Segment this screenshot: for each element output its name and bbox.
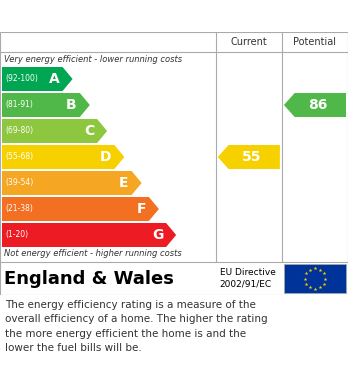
Text: G: G bbox=[152, 228, 163, 242]
Bar bbox=[284, 264, 346, 293]
Text: (69-80): (69-80) bbox=[5, 127, 33, 136]
Text: C: C bbox=[84, 124, 94, 138]
Text: (92-100): (92-100) bbox=[5, 75, 38, 84]
Text: A: A bbox=[49, 72, 60, 86]
Text: Energy Efficiency Rating: Energy Efficiency Rating bbox=[7, 9, 228, 23]
Polygon shape bbox=[2, 93, 90, 117]
Text: Very energy efficient - lower running costs: Very energy efficient - lower running co… bbox=[4, 54, 182, 63]
Text: Potential: Potential bbox=[293, 37, 337, 47]
Text: Current: Current bbox=[230, 37, 267, 47]
Text: 2002/91/EC: 2002/91/EC bbox=[220, 280, 272, 289]
Polygon shape bbox=[284, 93, 346, 117]
Text: D: D bbox=[100, 150, 111, 164]
Text: England & Wales: England & Wales bbox=[4, 269, 174, 287]
Text: F: F bbox=[136, 202, 146, 216]
Text: (55-68): (55-68) bbox=[5, 152, 33, 161]
Text: 55: 55 bbox=[242, 150, 262, 164]
Polygon shape bbox=[218, 145, 280, 169]
Polygon shape bbox=[2, 145, 124, 169]
Text: The energy efficiency rating is a measure of the
overall efficiency of a home. T: The energy efficiency rating is a measur… bbox=[5, 300, 268, 353]
Polygon shape bbox=[2, 223, 176, 247]
Polygon shape bbox=[2, 67, 73, 91]
Text: EU Directive: EU Directive bbox=[220, 268, 276, 277]
Polygon shape bbox=[2, 171, 142, 195]
Text: (81-91): (81-91) bbox=[5, 100, 33, 109]
Text: 86: 86 bbox=[308, 98, 328, 112]
Text: E: E bbox=[119, 176, 129, 190]
Polygon shape bbox=[2, 119, 107, 143]
Text: B: B bbox=[66, 98, 77, 112]
Text: (1-20): (1-20) bbox=[5, 231, 28, 240]
Text: (39-54): (39-54) bbox=[5, 179, 33, 188]
Polygon shape bbox=[2, 197, 159, 221]
Text: (21-38): (21-38) bbox=[5, 204, 33, 213]
Text: Not energy efficient - higher running costs: Not energy efficient - higher running co… bbox=[4, 249, 182, 258]
